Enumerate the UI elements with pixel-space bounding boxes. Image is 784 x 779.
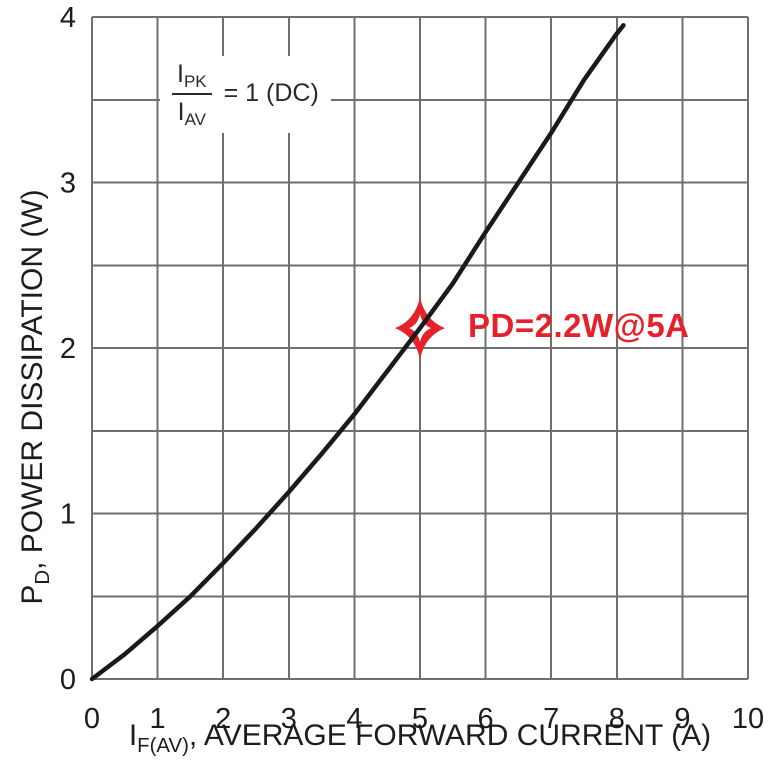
x-axis-symbol: I bbox=[128, 719, 138, 752]
y-axis-title-text: , POWER DISSIPATION (W) bbox=[16, 189, 49, 570]
x-tick-label: 2 bbox=[215, 703, 231, 735]
condition-annotation: IPK IAV = 1 (DC) bbox=[160, 56, 331, 133]
x-axis-title-text: , AVERAGE FORWARD CURRENT (A) bbox=[188, 719, 712, 752]
fraction-denominator: IAV bbox=[177, 98, 206, 130]
x-tick-label: 9 bbox=[674, 703, 690, 735]
fraction-numerator: IPK bbox=[172, 60, 212, 95]
y-tick-label: 4 bbox=[60, 2, 76, 34]
x-axis-subscript: F(AV) bbox=[137, 734, 189, 757]
y-tick-label: 2 bbox=[60, 333, 76, 365]
x-axis-title: IF(AV), AVERAGE FORWARD CURRENT (A) bbox=[92, 719, 748, 757]
x-tick-label: 0 bbox=[84, 703, 100, 735]
x-tick-label: 3 bbox=[281, 703, 297, 735]
x-tick-label: 8 bbox=[609, 703, 625, 735]
y-axis-title: PD, POWER DISSIPATION (W) bbox=[16, 189, 54, 605]
y-axis-symbol: P bbox=[16, 584, 49, 605]
x-tick-label: 1 bbox=[150, 703, 166, 735]
power-dissipation-curve bbox=[89, 23, 626, 682]
current-ratio-fraction: IPK IAV bbox=[172, 60, 212, 130]
x-tick-label: 10 bbox=[732, 703, 764, 735]
y-tick-label: 0 bbox=[60, 664, 76, 696]
y-tick-label: 3 bbox=[60, 168, 76, 200]
x-tick-label: 5 bbox=[412, 703, 428, 735]
y-axis-subscript: D bbox=[31, 569, 54, 585]
marker-point-label: PD=2.2W@5A bbox=[468, 307, 690, 344]
x-tick-label: 4 bbox=[346, 703, 362, 735]
x-tick-label: 6 bbox=[478, 703, 494, 735]
condition-value: = 1 (DC) bbox=[223, 79, 319, 107]
x-tick-label: 7 bbox=[543, 703, 559, 735]
y-tick-label: 1 bbox=[60, 499, 76, 531]
